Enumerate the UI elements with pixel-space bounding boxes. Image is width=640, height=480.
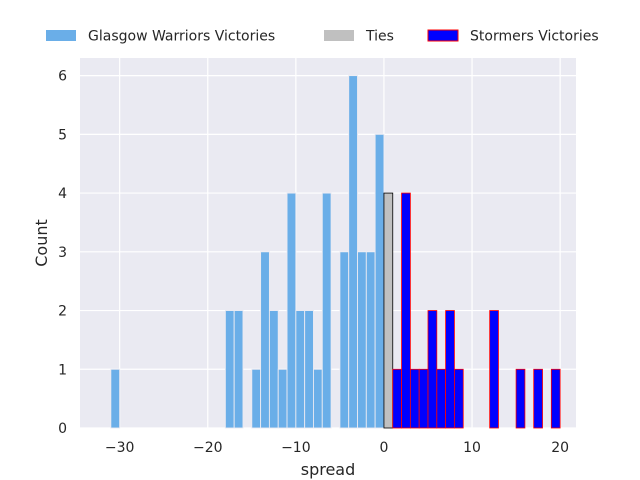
y-tick-label: 0 xyxy=(58,421,67,437)
bar-glasgow-warriors-victories xyxy=(321,192,332,429)
bar-glasgow-warriors-victories xyxy=(295,310,306,429)
bar-glasgow-warriors-victories xyxy=(260,251,270,429)
bar-glasgow-warriors-victories xyxy=(339,251,350,429)
y-tick-label: 1 xyxy=(58,362,67,378)
bar-stormers-victories xyxy=(427,310,438,429)
legend-label: Glasgow Warriors Victories xyxy=(88,29,275,45)
legend-swatch xyxy=(427,29,459,42)
bar-glasgow-warriors-victories xyxy=(286,192,297,429)
legend-swatch xyxy=(46,30,76,41)
bar-stormers-victories xyxy=(409,368,420,429)
bar-glasgow-warriors-victories xyxy=(304,310,314,429)
bar-glasgow-warriors-victories xyxy=(110,368,121,429)
legend: Glasgow Warriors Victories Ties Stormers V… xyxy=(46,29,599,45)
y-tick-label: 5 xyxy=(58,127,67,143)
x-tick-label: 0 xyxy=(379,440,388,456)
y-tick-label: 3 xyxy=(58,245,67,261)
bar-glasgow-warriors-victories xyxy=(348,75,358,429)
bar-stormers-victories xyxy=(550,368,561,429)
bar-glasgow-warriors-victories xyxy=(277,368,288,429)
bar-glasgow-warriors-victories xyxy=(224,310,235,429)
bar-glasgow-warriors-victories xyxy=(233,310,244,429)
x-tick-label: 10 xyxy=(463,440,481,456)
bar-stormers-victories xyxy=(489,310,499,429)
bar-stormers-victories xyxy=(418,368,429,429)
legend-label: Ties xyxy=(365,29,394,45)
bar-glasgow-warriors-victories xyxy=(365,251,376,429)
y-axis-label: Count xyxy=(32,219,51,267)
legend-label: Stormers Victories xyxy=(470,29,599,45)
bar-stormers-victories xyxy=(436,368,447,429)
bar-glasgow-warriors-victories xyxy=(268,310,279,429)
y-axis-ticks: 0 1 2 3 4 5 6 xyxy=(58,69,67,437)
x-tick-label: −30 xyxy=(105,440,135,456)
x-tick-label: −20 xyxy=(193,440,223,456)
bar-stormers-victories xyxy=(401,192,411,429)
y-tick-label: 2 xyxy=(58,304,67,320)
legend-swatch xyxy=(324,30,354,41)
x-axis-label: spread xyxy=(301,460,356,479)
bar-stormers-victories xyxy=(533,368,543,429)
y-tick-label: 6 xyxy=(58,69,67,85)
x-axis-ticks: −30 −20 −10 0 10 20 xyxy=(105,440,569,456)
bar-stormers-victories xyxy=(392,368,402,429)
bar-glasgow-warriors-victories xyxy=(374,133,385,429)
bar-glasgow-warriors-victories xyxy=(357,251,367,429)
x-tick-label: 20 xyxy=(551,440,569,456)
bar-ties xyxy=(383,192,394,429)
bars xyxy=(110,75,561,429)
bar-stormers-victories xyxy=(515,368,526,429)
bar-glasgow-warriors-victories xyxy=(251,368,262,429)
bar-glasgow-warriors-victories xyxy=(313,368,323,429)
y-tick-label: 4 xyxy=(58,186,67,202)
bar-stormers-victories xyxy=(445,310,455,429)
x-tick-label: −10 xyxy=(281,440,311,456)
bar-stormers-victories xyxy=(454,368,464,429)
